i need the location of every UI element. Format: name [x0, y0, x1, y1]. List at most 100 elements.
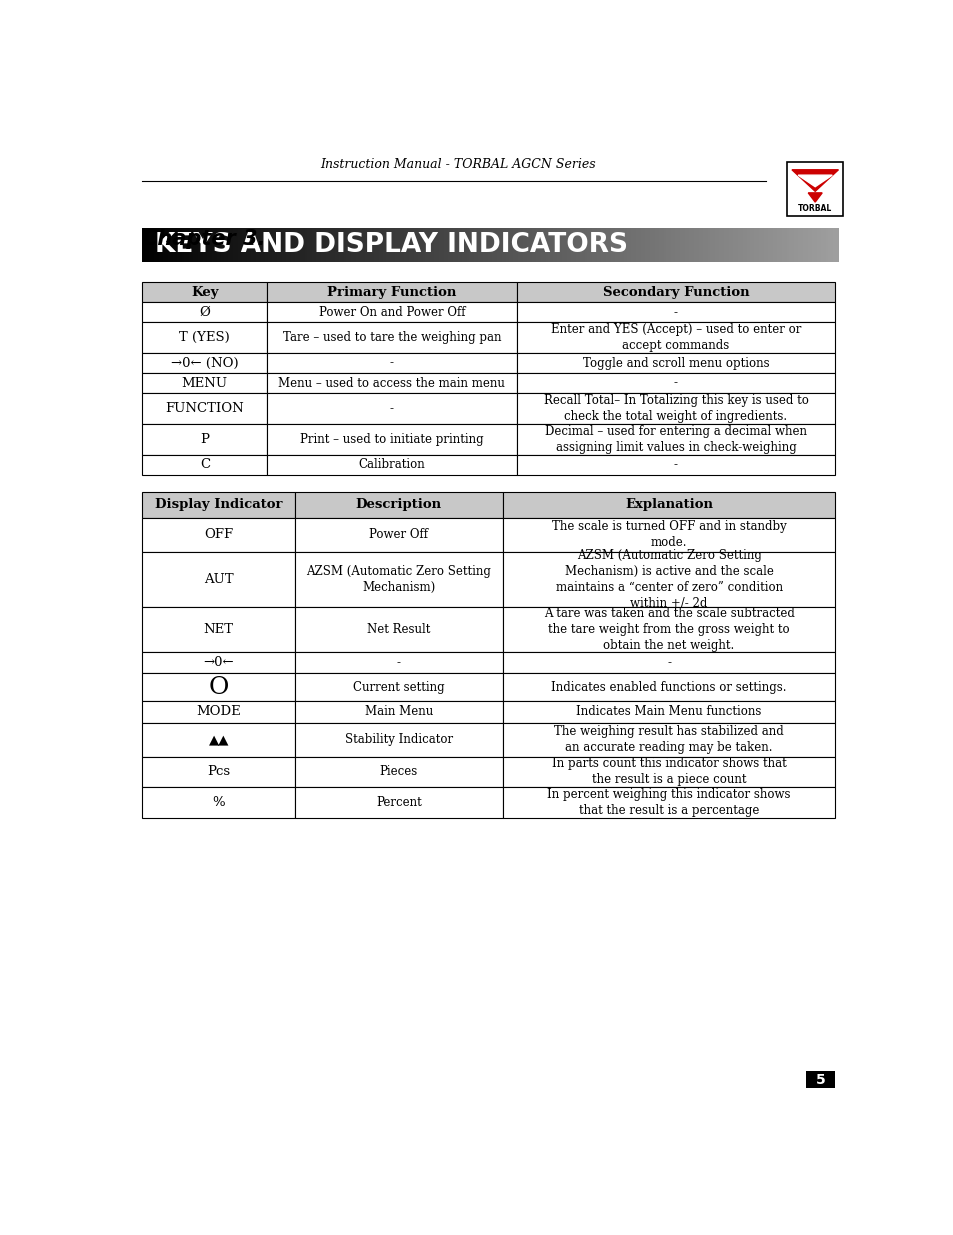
Bar [786, 162, 842, 216]
Text: AZSM (Automatic Zero Setting
Mechanism): AZSM (Automatic Zero Setting Mechanism) [306, 564, 491, 594]
Text: Decimal – used for entering a decimal when
assigning limit values in check-weigh: Decimal – used for entering a decimal wh… [544, 425, 806, 453]
Text: ▲▲: ▲▲ [209, 734, 229, 746]
Bar [550, 228, 554, 262]
Bar [821, 228, 824, 262]
Bar [376, 228, 379, 262]
Bar [693, 228, 697, 262]
Bar [307, 228, 310, 262]
Bar [422, 228, 426, 262]
Bar [547, 228, 551, 262]
Bar [353, 228, 356, 262]
Bar [142, 424, 267, 454]
Text: Secondary Function: Secondary Function [602, 285, 748, 299]
Bar [675, 228, 679, 262]
Bar [779, 228, 782, 262]
Bar [822, 228, 826, 262]
Bar [294, 722, 502, 757]
Bar [830, 228, 833, 262]
Bar [448, 228, 452, 262]
Bar [587, 228, 590, 262]
Bar [584, 228, 588, 262]
Bar [772, 228, 776, 262]
Bar [320, 228, 324, 262]
Bar [561, 228, 565, 262]
Bar [210, 228, 213, 262]
Bar [233, 228, 236, 262]
Bar [657, 228, 659, 262]
Bar [425, 228, 428, 262]
Bar [182, 228, 185, 262]
Text: -: - [666, 656, 670, 669]
Bar [193, 228, 196, 262]
Bar [369, 228, 373, 262]
Bar [660, 228, 664, 262]
Bar [600, 228, 604, 262]
Bar [142, 552, 294, 608]
Bar [594, 228, 598, 262]
Text: Enter and YES (Accept) – used to enter or
accept commands: Enter and YES (Accept) – used to enter o… [550, 324, 801, 352]
Bar [502, 701, 835, 722]
Bar [770, 228, 773, 262]
Bar [689, 228, 692, 262]
Bar [274, 228, 277, 262]
Bar [267, 373, 517, 393]
Bar [381, 228, 384, 262]
Bar [497, 228, 500, 262]
Text: Chapter 3.: Chapter 3. [142, 228, 266, 249]
Bar [681, 228, 685, 262]
Bar [156, 228, 160, 262]
Bar [214, 228, 217, 262]
Bar [503, 228, 507, 262]
Bar [349, 228, 352, 262]
Bar [314, 228, 317, 262]
Bar [294, 492, 502, 517]
Bar [617, 228, 620, 262]
Bar [177, 228, 180, 262]
Bar [647, 228, 651, 262]
Bar [406, 228, 410, 262]
Text: NET: NET [204, 622, 233, 636]
Bar [312, 228, 314, 262]
Bar [378, 228, 382, 262]
Bar [592, 228, 595, 262]
Bar [383, 228, 387, 262]
Bar [762, 228, 766, 262]
Text: The weighing result has stabilized and
an accurate reading may be taken.: The weighing result has stabilized and a… [554, 725, 783, 755]
Text: Pieces: Pieces [379, 766, 417, 778]
Bar [790, 228, 794, 262]
Bar [725, 228, 729, 262]
Text: Primary Function: Primary Function [327, 285, 456, 299]
Bar [508, 228, 512, 262]
Bar [777, 228, 781, 262]
Bar [459, 228, 463, 262]
Bar [267, 393, 517, 424]
Text: Power Off: Power Off [369, 529, 428, 541]
Bar [517, 322, 835, 353]
Bar [524, 228, 528, 262]
Bar [216, 228, 220, 262]
Bar [174, 228, 178, 262]
Bar [288, 228, 292, 262]
Bar [809, 228, 813, 262]
Bar [490, 228, 493, 262]
Bar [788, 228, 792, 262]
Bar [749, 228, 752, 262]
Bar [640, 228, 643, 262]
Text: -: - [673, 377, 678, 389]
Bar [443, 228, 447, 262]
Bar [142, 303, 267, 322]
Bar [478, 228, 481, 262]
Bar [557, 228, 560, 262]
Bar [531, 228, 535, 262]
Bar [621, 228, 625, 262]
Text: O: O [209, 676, 229, 699]
Bar [294, 787, 502, 818]
Bar [265, 228, 269, 262]
Bar [665, 228, 669, 262]
Bar [390, 228, 394, 262]
Bar [744, 228, 748, 262]
Text: Power On and Power Off: Power On and Power Off [318, 306, 465, 319]
Bar [642, 228, 646, 262]
Text: Display Indicator: Display Indicator [154, 498, 282, 511]
Text: Pcs: Pcs [207, 766, 230, 778]
